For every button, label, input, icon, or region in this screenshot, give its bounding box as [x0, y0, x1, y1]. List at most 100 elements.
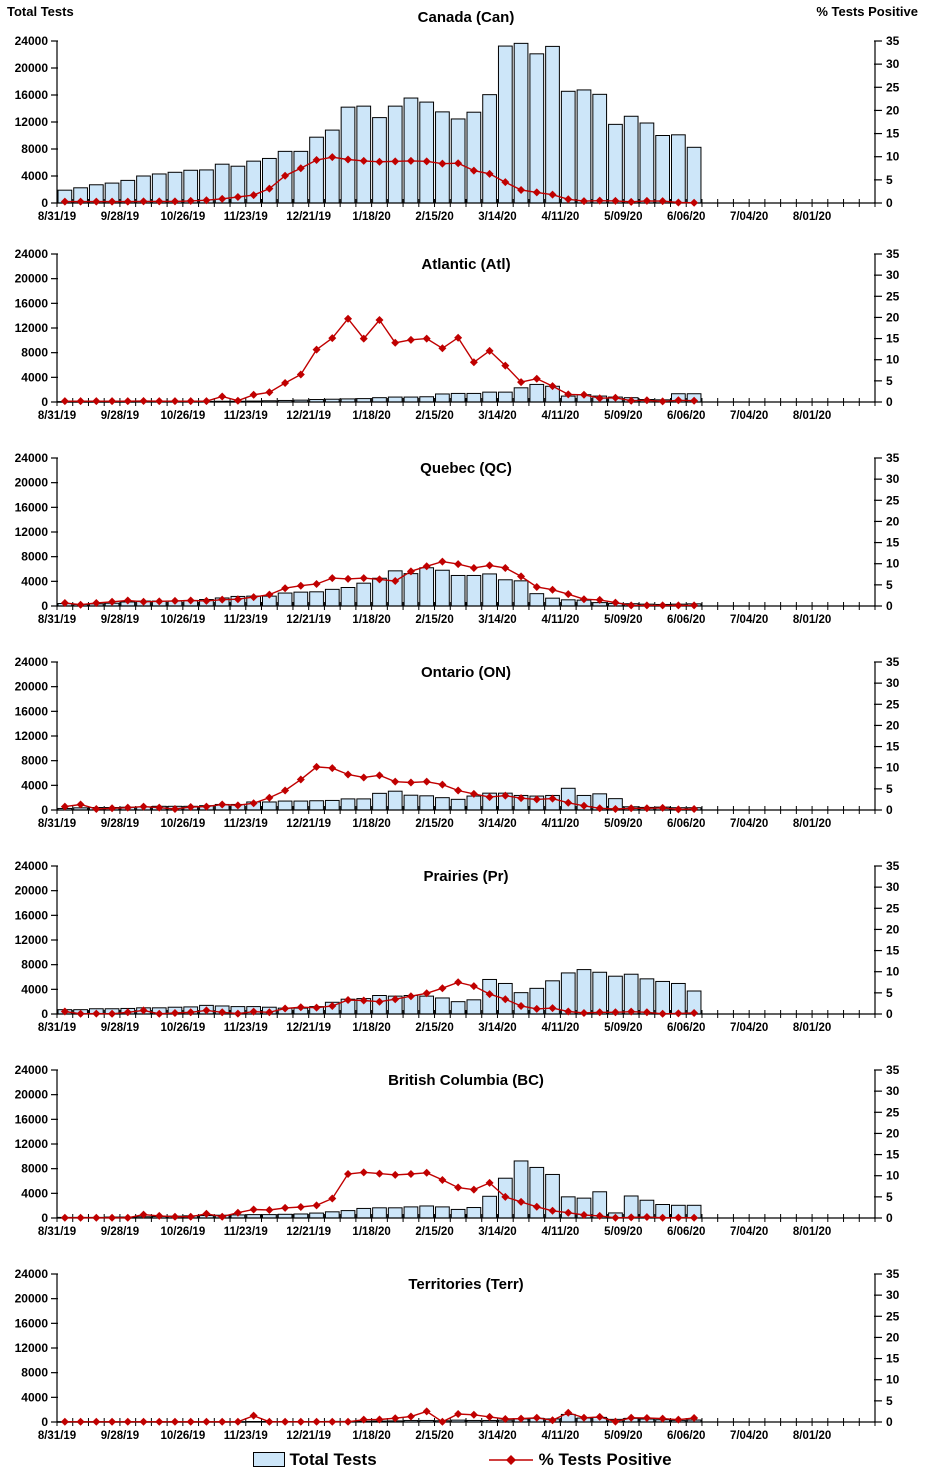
total-tests-bar: [466, 1207, 482, 1219]
y-right-tick-label: 20: [886, 1330, 900, 1344]
positivity-marker: [139, 396, 148, 405]
x-tick-label: 8/31/19: [38, 211, 76, 222]
total-tests-bar: [419, 1205, 435, 1219]
total-tests-bar: [387, 1207, 403, 1219]
total-tests-bar: [403, 794, 419, 811]
positivity-marker: [469, 982, 478, 991]
positivity-marker: [674, 805, 683, 814]
total-tests-bar: [324, 1211, 340, 1219]
x-tick-label: 9/28/19: [101, 818, 139, 830]
total-tests-bar: [592, 93, 608, 204]
x-tick-label: 2/15/20: [415, 818, 453, 830]
positivity-marker: [312, 1201, 321, 1210]
positivity-marker: [233, 396, 242, 405]
y-left-tick-label: 8000: [21, 346, 48, 360]
x-tick-label: 8/01/20: [793, 818, 831, 830]
positivity-marker: [359, 773, 368, 782]
total-tests-bar: [450, 798, 466, 811]
y-left-tick-label: 20000: [15, 1088, 49, 1102]
y-left-tick-label: 12000: [15, 1137, 49, 1151]
x-tick-label: 3/14/20: [478, 818, 516, 830]
y-left-tick-label: 0: [41, 196, 48, 210]
x-tick-label: 12/21/19: [286, 1226, 331, 1238]
x-tick-label: 2/15/20: [415, 1430, 453, 1442]
positivity-marker: [202, 397, 211, 406]
x-tick-label: 3/14/20: [478, 410, 516, 422]
positivity-marker: [281, 378, 290, 387]
positivity-marker: [658, 803, 667, 812]
positivity-marker: [233, 192, 242, 201]
panel-title: Atlantic (Atl): [421, 256, 510, 273]
y-right-tick-label: 20: [886, 103, 900, 117]
y-left-tick-label: 12000: [15, 933, 49, 947]
positivity-marker: [312, 1003, 321, 1012]
x-tick-label: 4/11/20: [542, 1022, 580, 1034]
positivity-marker: [76, 397, 85, 406]
panel-title: British Columbia (BC): [388, 1072, 544, 1089]
total-tests-bar: [324, 588, 340, 607]
total-tests-bar: [387, 790, 403, 811]
positivity-marker: [92, 1417, 101, 1426]
total-tests-bar: [324, 799, 340, 811]
positivity-marker: [76, 1009, 85, 1018]
y-left-tick-label: 20000: [15, 272, 49, 286]
legend-item-pct-positive: % Tests Positive: [487, 1450, 672, 1470]
y-left-tick-label: 20000: [15, 680, 49, 694]
total-tests-bar: [293, 150, 309, 204]
positivity-marker: [532, 582, 541, 591]
x-tick-label: 10/26/19: [160, 1022, 205, 1034]
y-right-tick-label: 30: [886, 57, 900, 71]
positivity-marker: [359, 996, 368, 1005]
total-tests-bar: [608, 123, 623, 204]
positivity-marker: [108, 1009, 117, 1018]
y-left-tick-label: 4000: [21, 1186, 48, 1200]
positivity-marker: [249, 1007, 258, 1016]
positivity-marker: [469, 1410, 478, 1419]
x-tick-label: 1/18/20: [352, 211, 390, 222]
y-right-tick-label: 30: [886, 676, 900, 690]
total-tests-bar: [655, 135, 671, 204]
x-tick-label: 8/01/20: [793, 614, 831, 626]
total-tests-bar: [497, 579, 513, 607]
positivity-marker: [469, 789, 478, 798]
positivity-marker: [108, 397, 117, 406]
positivity-marker: [60, 1007, 69, 1016]
total-tests-bar: [435, 393, 450, 403]
positivity-marker: [359, 574, 368, 583]
x-tick-label: 11/23/19: [224, 1226, 268, 1238]
y-right-tick-label: 35: [886, 34, 900, 48]
x-tick-label: 12/21/19: [286, 1430, 331, 1442]
total-tests-bar: [403, 1206, 419, 1219]
bars-group: [57, 969, 702, 1015]
y-right-tick-label: 5: [886, 782, 893, 796]
total-tests-bar: [309, 136, 324, 204]
y-right-tick-label: 10: [886, 353, 900, 367]
x-tick-label: 5/09/20: [604, 410, 642, 422]
positivity-marker: [674, 1213, 683, 1222]
positivity-marker: [155, 1009, 164, 1018]
x-tick-label: 1/18/20: [352, 614, 390, 626]
x-tick-label: 9/28/19: [101, 410, 139, 422]
positivity-marker: [532, 795, 541, 804]
positivity-marker: [218, 1417, 227, 1426]
x-tick-label: 10/26/19: [160, 818, 205, 830]
x-tick-label: 8/31/19: [38, 614, 76, 626]
y-right-tick-label: 30: [886, 1084, 900, 1098]
positivity-marker: [108, 804, 117, 813]
y-left-tick-label: 4000: [21, 982, 48, 996]
total-tests-bar: [560, 90, 576, 204]
y-left-tick-label: 16000: [15, 88, 49, 102]
x-tick-label: 5/09/20: [604, 818, 642, 830]
total-tests-bar: [262, 157, 277, 204]
total-tests-bar: [545, 597, 560, 607]
y-left-tick-label: 8000: [21, 550, 48, 564]
positivity-marker: [485, 1178, 494, 1187]
y-right-tick-label: 0: [886, 395, 893, 409]
positivity-marker: [76, 197, 85, 206]
positivity-marker: [359, 1415, 368, 1424]
y-left-tick-label: 0: [41, 1007, 48, 1021]
positivity-marker: [76, 600, 85, 609]
positivity-marker: [642, 1212, 651, 1221]
positivity-marker: [265, 1417, 274, 1426]
positivity-marker: [501, 178, 510, 187]
